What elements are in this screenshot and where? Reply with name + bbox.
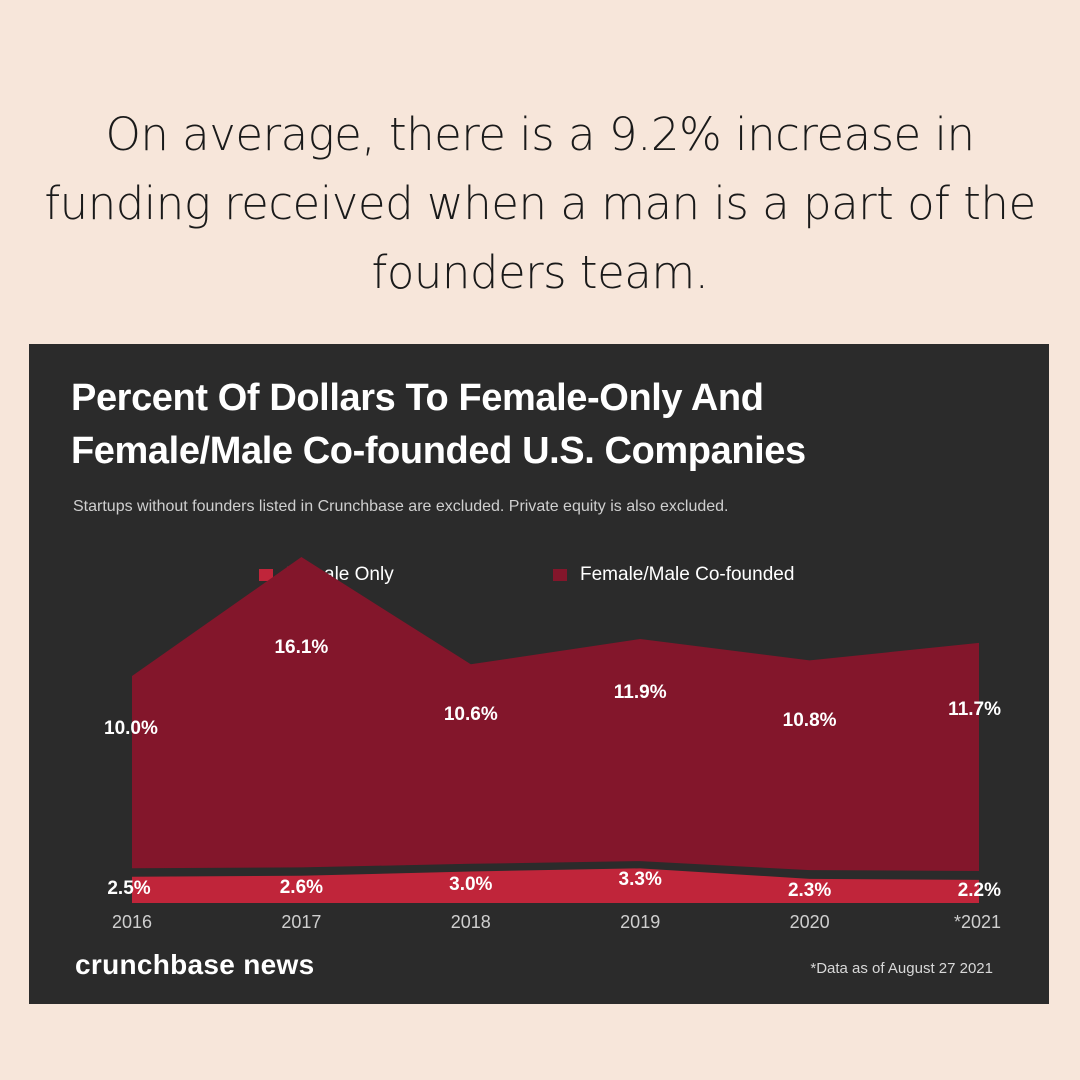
- chart-panel: Percent Of Dollars To Female-Only And Fe…: [29, 344, 1049, 1004]
- data-label-female-only: 2.6%: [280, 877, 323, 898]
- legend-swatch-cofounded: [553, 569, 567, 581]
- headline: On average, there is a 9.2% increase in …: [44, 108, 1036, 299]
- data-label-female-only: 2.2%: [958, 880, 1001, 901]
- legend-item-cofounded: Female/Male Co-founded: [553, 564, 794, 586]
- x-tick-label: 2016: [112, 912, 152, 932]
- data-label-cofounded: 10.8%: [783, 710, 837, 731]
- x-tick-label: 2020: [790, 912, 830, 932]
- data-label-cofounded: 10.6%: [444, 704, 498, 725]
- female-only-area: [132, 868, 979, 903]
- crunchbase-news-logo: crunchbase news: [75, 949, 315, 980]
- data-label-female-only: 2.3%: [788, 880, 831, 901]
- data-label-female-only: 3.3%: [619, 869, 662, 890]
- x-tick-label: 2019: [620, 912, 660, 932]
- data-label-cofounded: 16.1%: [274, 637, 328, 658]
- chart-plot: 10.0% 16.1% 10.6% 11.9% 10.8% 11.7% 2.5% 2.6% 3.…: [104, 557, 1001, 932]
- data-label-female-only: 2.5%: [107, 878, 150, 899]
- x-tick-label: 2017: [281, 912, 321, 932]
- data-label-cofounded: 11.9%: [614, 682, 667, 703]
- legend-swatch-female-only: [259, 569, 273, 581]
- x-tick-label: 2018: [451, 912, 491, 932]
- chart-subtitle: Startups without founders listed in Crun…: [73, 498, 729, 515]
- cofounded-area: [132, 557, 979, 871]
- data-label-cofounded: 11.7%: [948, 699, 1001, 720]
- data-label-female-only: 3.0%: [449, 874, 492, 895]
- footnote: *Data as of August 27 2021: [810, 960, 993, 977]
- data-label-cofounded: 10.0%: [104, 718, 158, 739]
- chart-title: Percent Of Dollars To Female-Only And Fe…: [71, 377, 806, 472]
- x-tick-label: *2021: [954, 912, 1001, 932]
- legend-label-cofounded: Female/Male Co-founded: [580, 564, 795, 585]
